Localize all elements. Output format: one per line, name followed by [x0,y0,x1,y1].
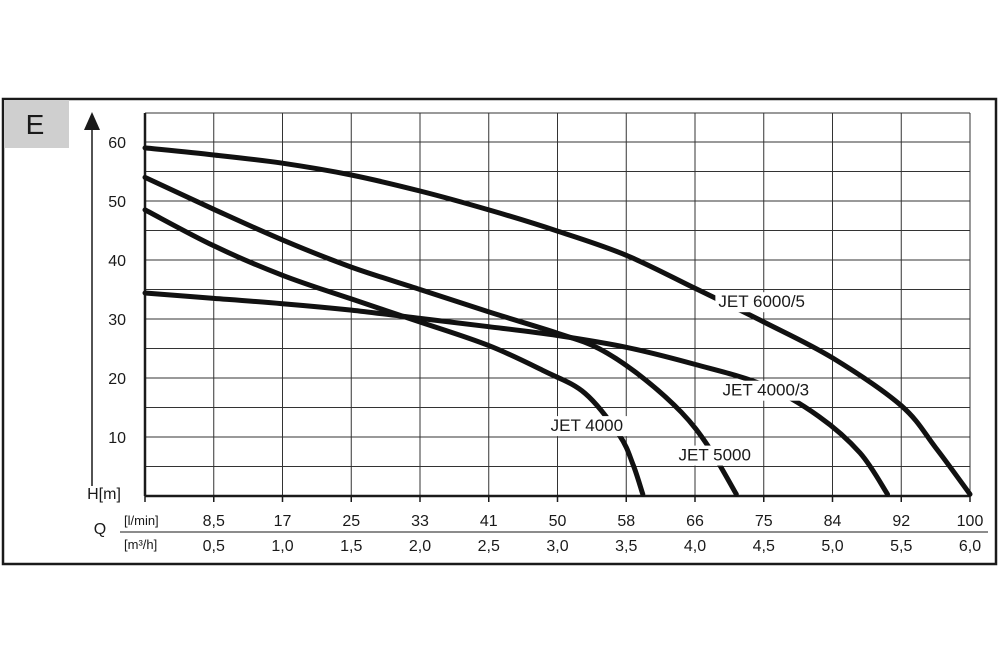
x-unit-primary-label: [l/min] [124,513,159,528]
series-line-jet-4000-3 [142,290,890,497]
series-label-bg-jet-6000-5 [715,292,816,313]
x-tick-label-m3h: 4,0 [684,538,706,555]
series-label-bg-jet-5000 [675,445,757,466]
y-tick-label: 50 [108,194,126,211]
y-tick-label: 40 [108,253,126,270]
panel-tag-background [4,100,69,148]
x-tick-label-lmin: 41 [480,513,498,530]
axes [84,112,988,533]
x-tick-label-lmin: 100 [957,513,984,530]
x-tick-label-lmin: 75 [755,513,773,530]
series-line-jet-4000 [142,207,646,497]
series-lines [142,145,973,497]
panel-tag-label: E [26,109,45,140]
series-label-jet-5000: JET 5000 [679,446,751,465]
x-tick-label-lmin: 25 [342,513,360,530]
x-tick-label-lmin: 58 [617,513,635,530]
series-label-bg-jet-4000-3 [719,380,820,401]
x-tick-label-lmin: 50 [549,513,567,530]
x-tick-label-lmin: 92 [892,513,910,530]
x-tick-label-m3h: 1,0 [271,538,293,555]
x-tick-label-lmin: 8,5 [203,513,225,530]
x-tick-label-m3h: 5,0 [821,538,843,555]
x-tick-label-m3h: 1,5 [340,538,362,555]
y-tick-label: 10 [108,430,126,447]
series-label-jet-4000-3: JET 4000/3 [723,381,810,400]
x-tick-label-m3h: 3,5 [615,538,637,555]
x-tick-label-m3h: 3,0 [546,538,568,555]
x-tick-label-lmin: 66 [686,513,704,530]
x-tick-label-m3h: 4,5 [753,538,775,555]
x-tick-label-m3h: 6,0 [959,538,981,555]
x-axis-label: Q [94,521,106,538]
x-tick-label-m3h: 0,5 [203,538,225,555]
x-tick-label-lmin: 33 [411,513,429,530]
series-line-jet-6000-5 [142,145,973,497]
x-tick-label-lmin: 17 [274,513,292,530]
x-tick-label-lmin: 84 [824,513,842,530]
x-unit-secondary-label: [m³/h] [124,537,157,552]
y-tick-label: 20 [108,371,126,388]
series-labels: JET 6000/5 JET 4000/3 JET 5000 JET 4000 [547,292,820,466]
x-tick-label-m3h: 5,5 [890,538,912,555]
series-label-jet-4000: JET 4000 [551,416,623,435]
y-tick-label: 60 [108,135,126,152]
series-line-jet-5000 [142,174,739,497]
chart-border [1,97,998,566]
y-axis-label: H[m] [87,486,121,503]
x-tick-label-m3h: 2,0 [409,538,431,555]
series-label-bg-jet-4000 [547,416,629,437]
tick-labels: 10 20 30 40 50 60 8,5 17 25 33 41 50 58 66 75 84 92 100 0,… [108,135,983,555]
y-arrow-head [84,112,100,130]
series-label-jet-6000-5: JET 6000/5 [718,292,805,311]
y-tick-label: 30 [108,312,126,329]
x-tick-label-m3h: 2,5 [478,538,500,555]
